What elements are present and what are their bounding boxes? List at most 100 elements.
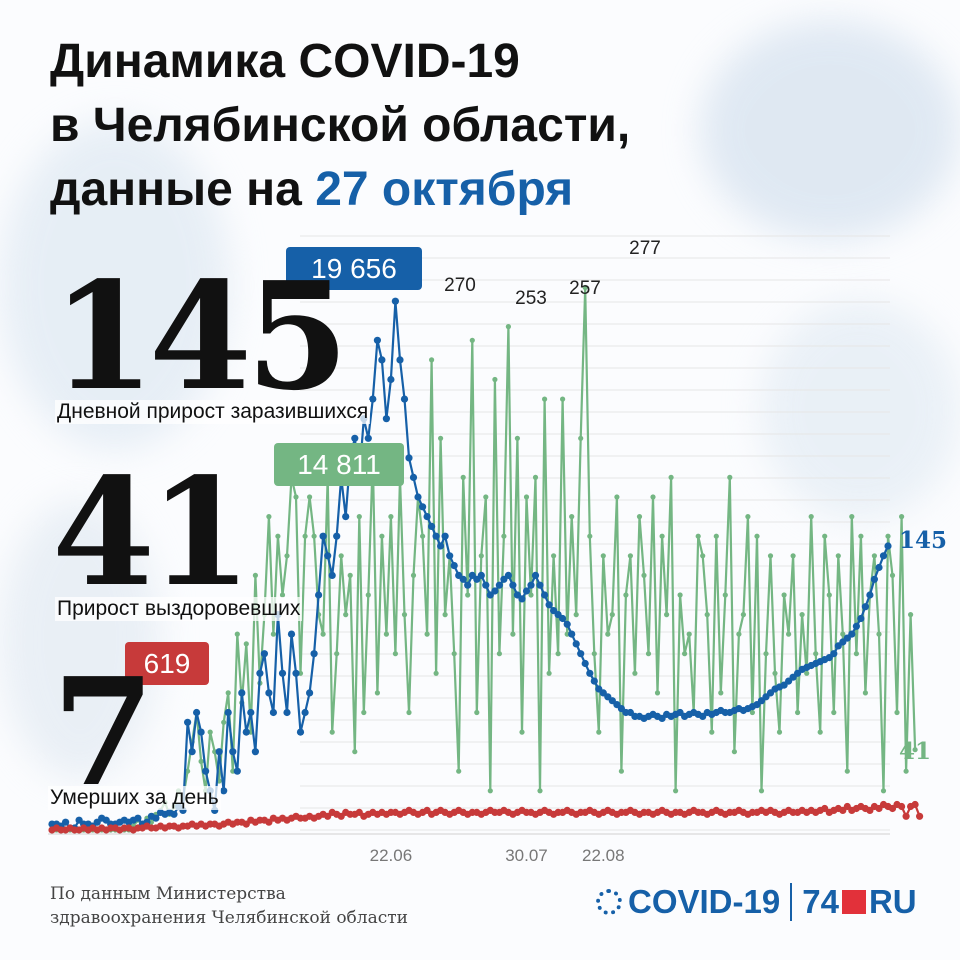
publisher-logo: COVID-19 74 RU bbox=[596, 880, 917, 924]
point-infected bbox=[450, 562, 458, 570]
point-recovered bbox=[334, 651, 340, 657]
point-recovered bbox=[347, 572, 353, 579]
point-infected bbox=[414, 493, 422, 501]
point-recovered bbox=[492, 376, 498, 383]
point-recovered bbox=[876, 631, 882, 637]
point-infected bbox=[184, 718, 192, 726]
point-recovered bbox=[722, 592, 728, 598]
data-source: По данным Министерства здравоохранения Ч… bbox=[50, 882, 408, 930]
point-recovered bbox=[605, 631, 611, 637]
point-recovered bbox=[379, 533, 385, 539]
series-deaths bbox=[48, 800, 924, 834]
point-recovered bbox=[578, 435, 584, 441]
peak-value-label: 277 bbox=[629, 238, 661, 259]
point-recovered bbox=[709, 729, 715, 735]
virus-icon bbox=[596, 889, 622, 915]
point-recovered bbox=[388, 514, 394, 520]
point-recovered bbox=[600, 553, 606, 559]
recovered-daily-label: Прирост выздоровевших bbox=[55, 597, 303, 621]
callout-box bbox=[125, 642, 209, 685]
point-infected bbox=[62, 818, 70, 826]
point-infected bbox=[396, 356, 404, 364]
point-recovered bbox=[844, 768, 850, 774]
deaths-daily-value: 7 bbox=[52, 645, 155, 819]
point-recovered bbox=[731, 749, 738, 755]
point-infected bbox=[866, 591, 874, 599]
point-recovered bbox=[221, 719, 227, 725]
point-recovered bbox=[817, 729, 823, 735]
point-recovered bbox=[636, 514, 643, 520]
point-infected bbox=[247, 708, 255, 717]
logo-square-icon bbox=[841, 890, 866, 914]
point-recovered bbox=[275, 533, 281, 539]
point-infected bbox=[495, 581, 503, 589]
point-recovered bbox=[460, 474, 466, 480]
infected-total-callout: 19 656 bbox=[286, 247, 422, 290]
point-deaths bbox=[916, 812, 924, 820]
logo-number: 74 bbox=[802, 883, 839, 920]
point-recovered bbox=[392, 651, 398, 657]
point-infected bbox=[405, 454, 413, 462]
background-texture bbox=[760, 300, 960, 520]
point-recovered bbox=[822, 533, 828, 539]
point-infected bbox=[482, 581, 490, 589]
point-infected bbox=[577, 650, 585, 658]
point-infected bbox=[586, 669, 594, 677]
point-recovered bbox=[790, 553, 796, 559]
point-infected bbox=[351, 434, 359, 442]
point-infected bbox=[296, 728, 305, 736]
peak-value-label: 253 bbox=[515, 288, 547, 309]
point-recovered bbox=[808, 514, 814, 520]
point-recovered bbox=[659, 533, 665, 539]
point-recovered bbox=[374, 690, 380, 696]
point-infected bbox=[278, 669, 287, 677]
point-infected bbox=[152, 814, 160, 822]
point-infected bbox=[265, 689, 273, 697]
point-infected bbox=[193, 708, 201, 717]
point-infected bbox=[432, 532, 440, 540]
point-recovered bbox=[243, 641, 249, 647]
point-recovered bbox=[654, 690, 661, 696]
point-recovered bbox=[627, 553, 634, 559]
point-infected bbox=[522, 587, 531, 595]
callout-value: 14 811 bbox=[297, 449, 381, 480]
point-infected bbox=[319, 532, 327, 540]
point-recovered bbox=[853, 651, 860, 657]
point-recovered bbox=[234, 631, 240, 637]
point-recovered bbox=[252, 572, 258, 579]
point-deaths bbox=[911, 800, 919, 809]
point-recovered bbox=[650, 494, 656, 500]
point-infected bbox=[531, 571, 540, 580]
point-recovered bbox=[899, 514, 905, 520]
point-infected bbox=[342, 513, 350, 521]
point-recovered bbox=[641, 572, 647, 579]
point-recovered bbox=[320, 631, 326, 637]
point-recovered bbox=[302, 533, 308, 539]
point-recovered bbox=[632, 670, 638, 676]
point-recovered bbox=[542, 396, 548, 402]
point-recovered bbox=[826, 592, 832, 598]
point-recovered bbox=[270, 631, 276, 637]
point-recovered bbox=[894, 709, 900, 716]
title-line-2: в Челябинской области, bbox=[50, 99, 631, 152]
point-infected bbox=[324, 552, 332, 560]
point-recovered bbox=[858, 533, 864, 539]
point-infected bbox=[373, 336, 381, 344]
point-infected bbox=[369, 395, 377, 403]
point-recovered bbox=[401, 612, 408, 618]
point-recovered bbox=[700, 553, 706, 559]
point-recovered bbox=[307, 494, 313, 500]
point-recovered bbox=[840, 631, 846, 637]
point-recovered bbox=[880, 788, 887, 794]
point-recovered bbox=[496, 651, 502, 657]
point-recovered bbox=[352, 749, 358, 755]
point-recovered bbox=[505, 324, 511, 330]
background-texture bbox=[0, 120, 230, 450]
point-recovered bbox=[185, 768, 191, 774]
point-recovered bbox=[614, 494, 620, 500]
point-infected bbox=[391, 297, 399, 305]
point-infected bbox=[315, 591, 323, 599]
point-recovered bbox=[889, 572, 896, 579]
point-recovered bbox=[682, 651, 688, 657]
point-infected bbox=[224, 708, 232, 717]
